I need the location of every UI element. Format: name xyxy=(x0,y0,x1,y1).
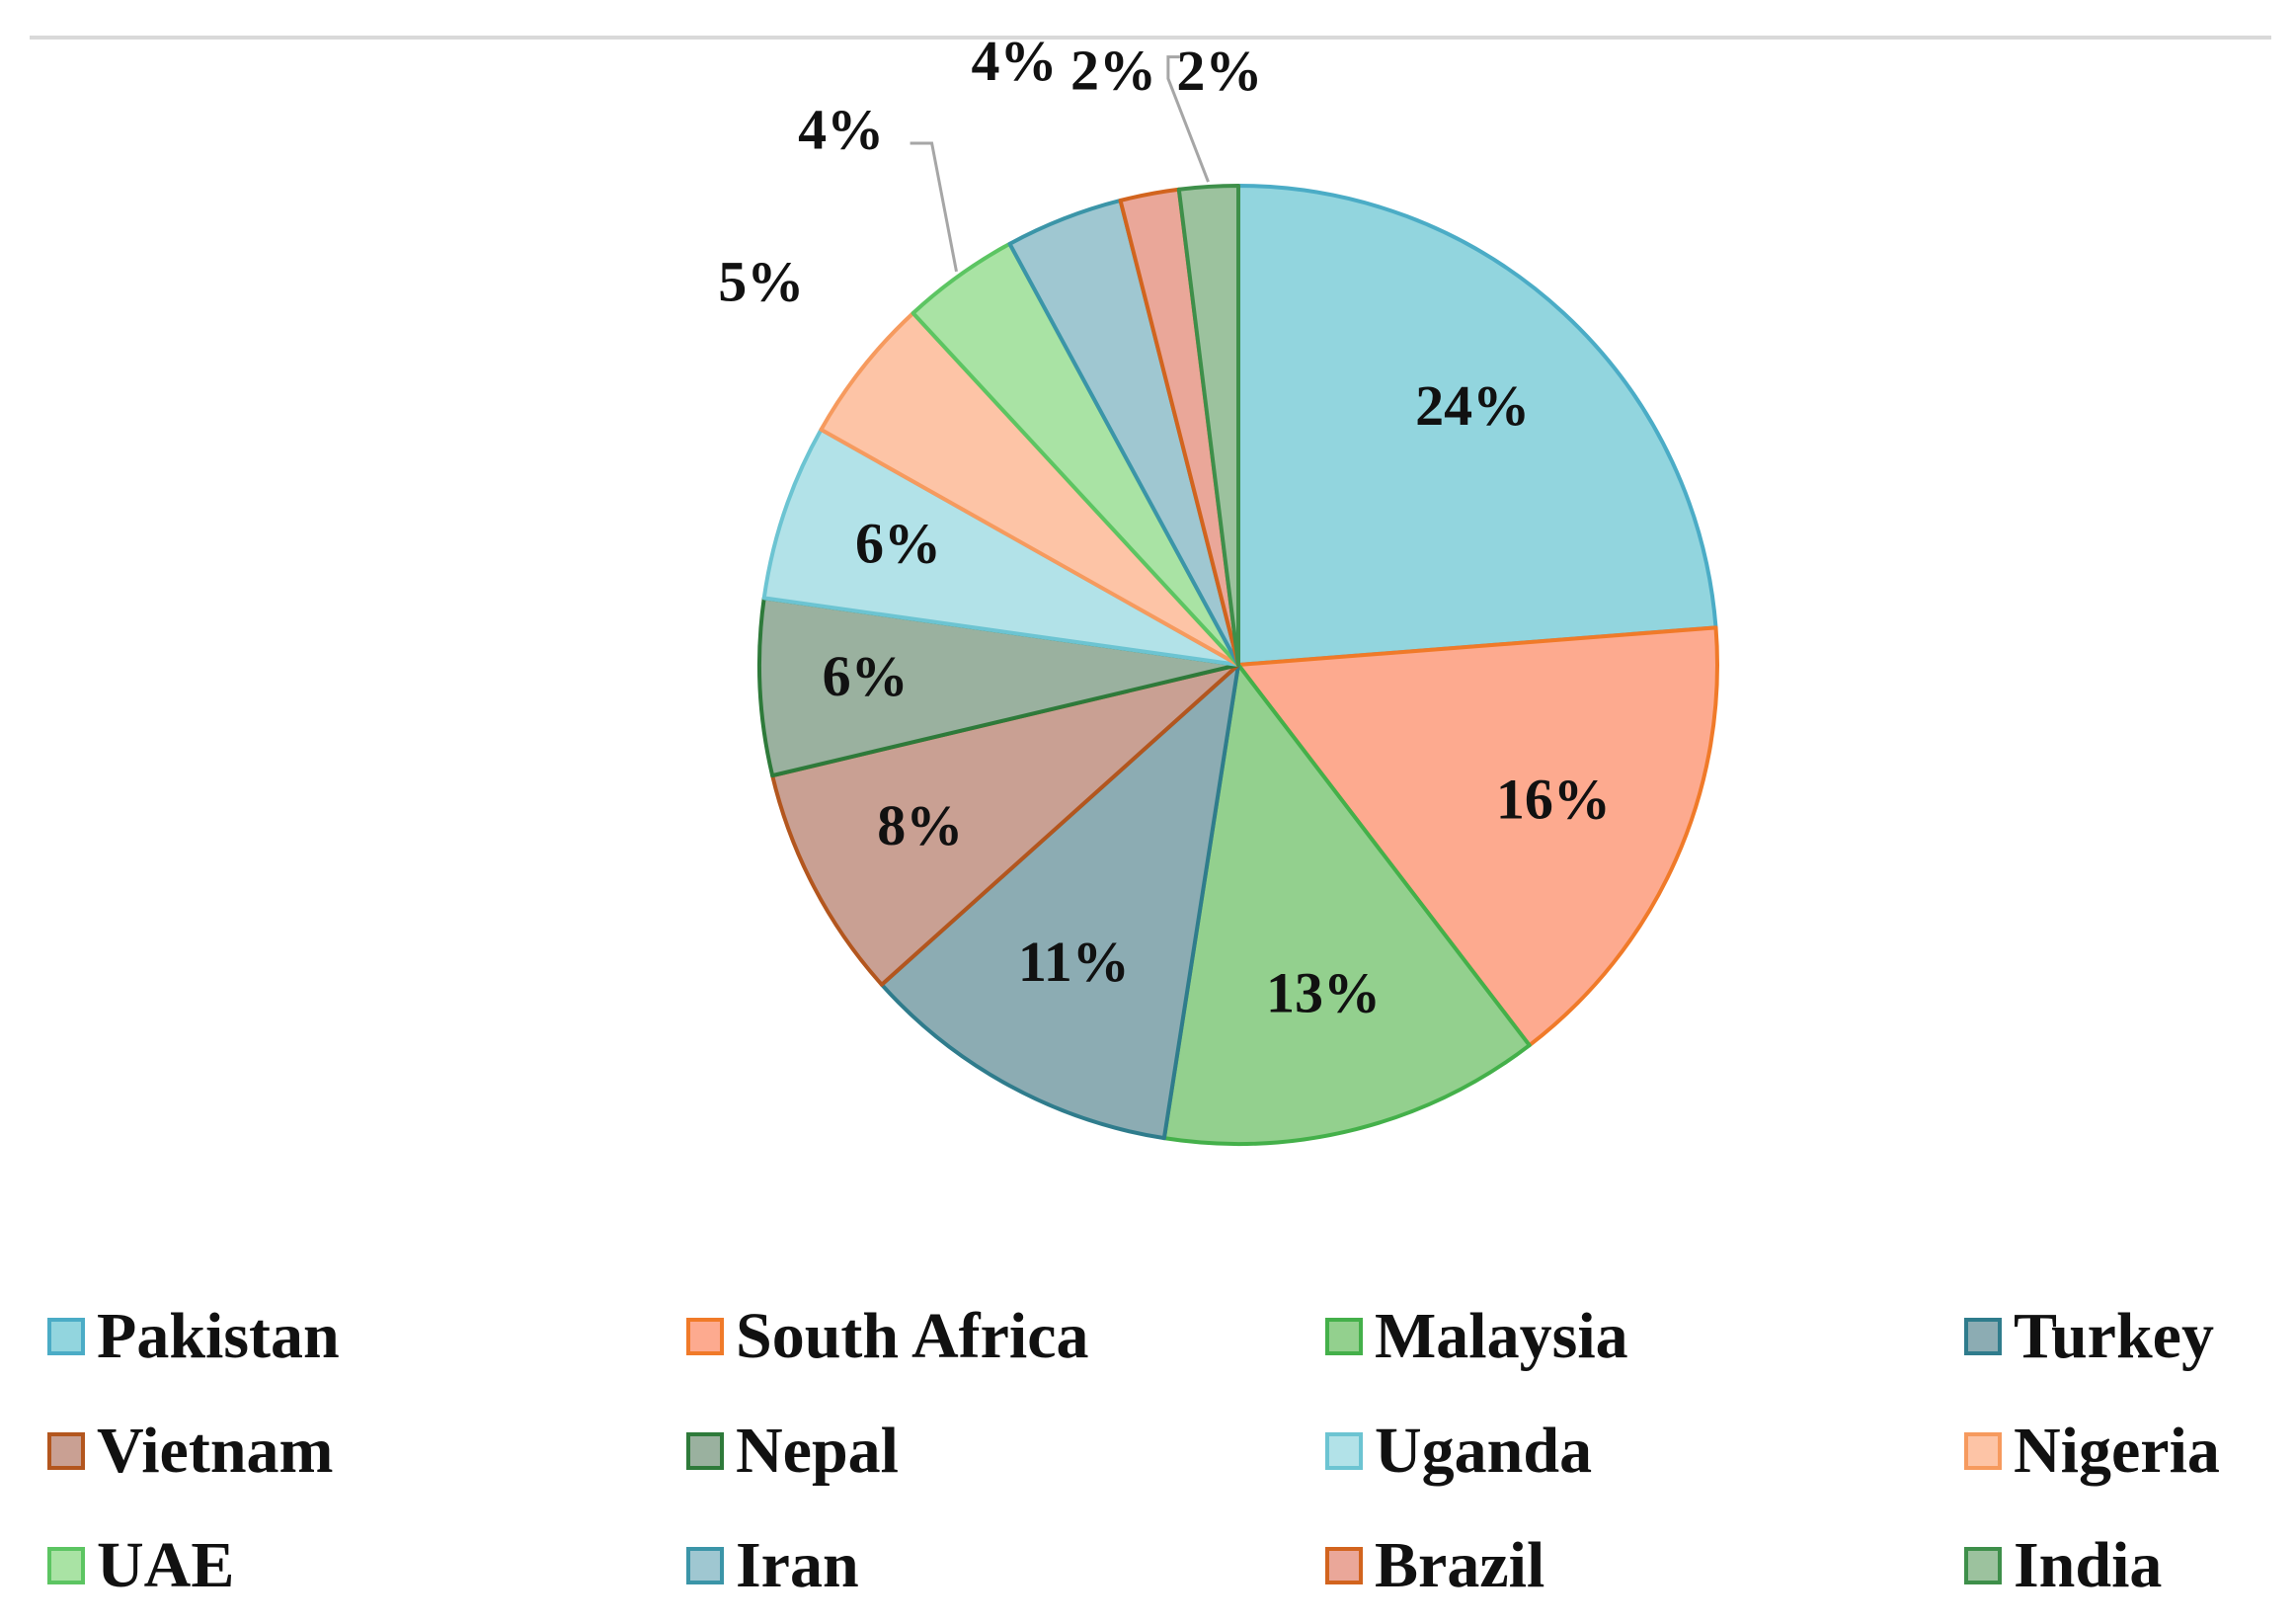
leader-line xyxy=(910,141,958,273)
legend-item: Pakistan xyxy=(47,1279,686,1394)
data-label: 24% xyxy=(1415,373,1530,438)
legend-label: UAE xyxy=(97,1529,235,1601)
data-label: 2% xyxy=(1176,39,1262,103)
legend-swatch xyxy=(1964,1547,2002,1584)
pie-slice-nigeria xyxy=(819,310,1240,667)
legend-item: Brazil xyxy=(1325,1508,1964,1623)
legend-item: Nigeria xyxy=(1964,1394,2279,1508)
pie-slice-vietnam xyxy=(770,663,1240,987)
legend-swatch xyxy=(47,1318,85,1355)
legend-item: UAE xyxy=(47,1508,686,1623)
legend-label: Pakistan xyxy=(97,1300,340,1372)
legend-item: Malaysia xyxy=(1325,1279,1964,1394)
legend-swatch xyxy=(1325,1547,1363,1584)
legend-label: South Africa xyxy=(736,1300,1089,1372)
data-label: 4% xyxy=(972,29,1058,93)
legend-label: Brazil xyxy=(1375,1529,1545,1601)
legend-label: Vietnam xyxy=(97,1415,334,1487)
leader-line xyxy=(1166,55,1210,183)
data-label: 13% xyxy=(1266,961,1381,1025)
data-label: 4% xyxy=(798,97,884,161)
legend-swatch xyxy=(686,1432,724,1470)
legend-item: Nepal xyxy=(686,1394,1325,1508)
legend-swatch xyxy=(47,1547,85,1584)
data-label: 6% xyxy=(823,644,909,708)
legend-swatch xyxy=(1964,1432,2002,1470)
pie-slice-uganda xyxy=(761,427,1240,667)
data-label: 16% xyxy=(1496,768,1611,832)
legend-swatch xyxy=(1325,1432,1363,1470)
pie-slice-pakistan xyxy=(1236,184,1718,667)
legend-swatch xyxy=(1964,1318,2002,1355)
data-label: 5% xyxy=(718,249,804,313)
pie-slice-turkey xyxy=(879,663,1240,1141)
legend-label: Uganda xyxy=(1375,1415,1593,1487)
pie-slice-south-africa xyxy=(1236,625,1719,1048)
legend-label: Malaysia xyxy=(1375,1300,1628,1372)
legend-item: India xyxy=(1964,1508,2279,1623)
legend-swatch xyxy=(1325,1318,1363,1355)
legend-item: South Africa xyxy=(686,1279,1325,1394)
data-label: 11% xyxy=(1018,930,1130,994)
legend-swatch xyxy=(47,1432,85,1470)
data-label: 2% xyxy=(1070,39,1156,103)
legend-item: Vietnam xyxy=(47,1394,686,1508)
data-label: 6% xyxy=(855,512,941,576)
data-label: 8% xyxy=(877,793,963,857)
pie-slice-india xyxy=(1176,184,1240,667)
legend-label: Turkey xyxy=(2014,1300,2214,1372)
legend-item: Uganda xyxy=(1325,1394,1964,1508)
legend-label: India xyxy=(2014,1529,2163,1601)
top-rule xyxy=(30,36,2271,40)
legend-item: Turkey xyxy=(1964,1279,2279,1394)
pie-slice-nepal xyxy=(757,596,1240,778)
legend-label: Nigeria xyxy=(2014,1415,2220,1487)
legend-swatch xyxy=(686,1318,724,1355)
legend: Pakistan South Africa Malaysia Turkey Vietna… xyxy=(47,1279,2279,1623)
legend-item: Iran xyxy=(686,1508,1325,1623)
legend-swatch xyxy=(686,1547,724,1584)
pie-slice-malaysia xyxy=(1161,663,1532,1146)
legend-label: Nepal xyxy=(736,1415,899,1487)
legend-label: Iran xyxy=(736,1529,859,1601)
